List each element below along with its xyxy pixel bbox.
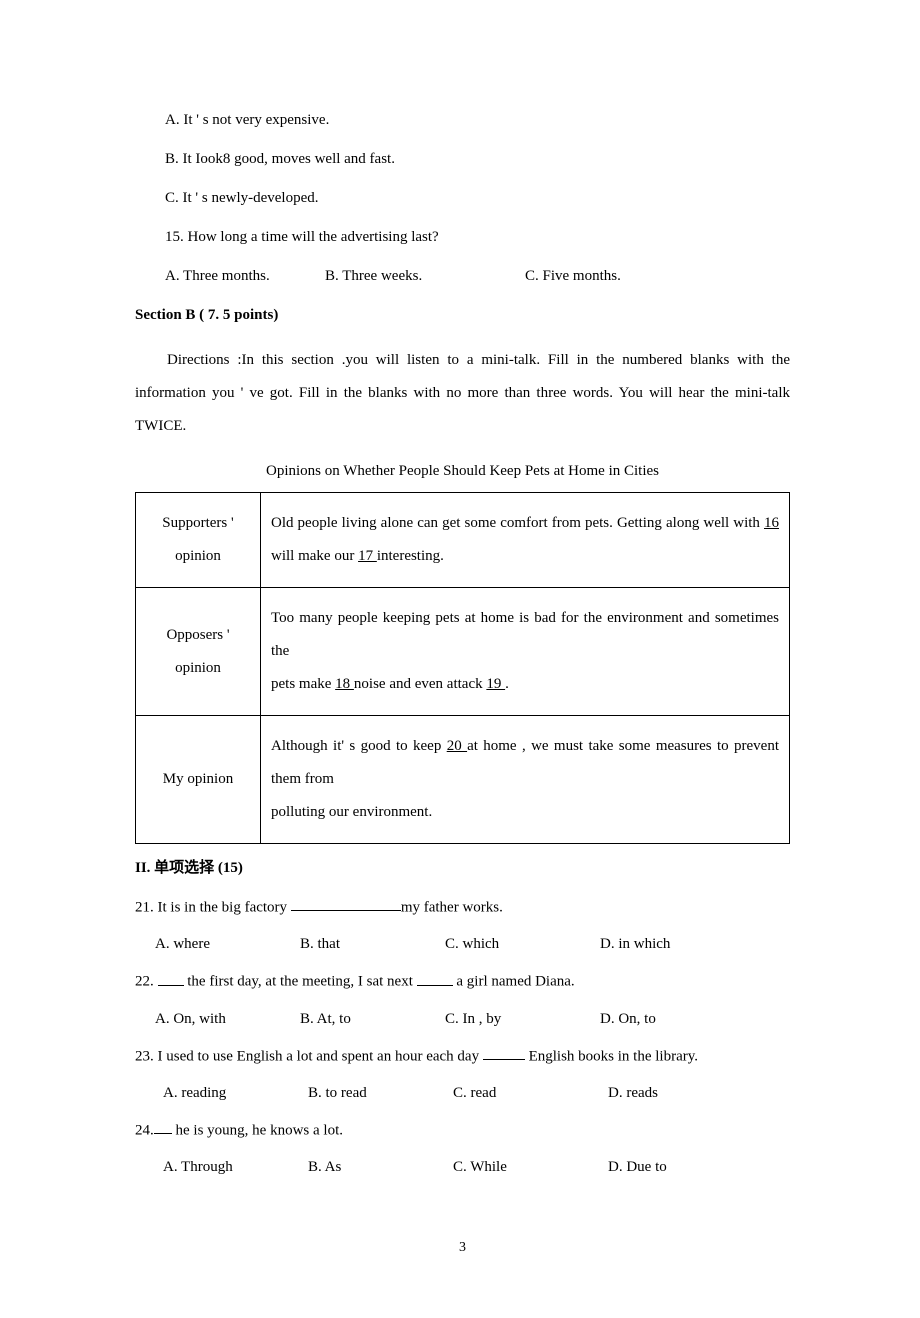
blank [158,971,184,985]
section-ii-head: II. 单项选择 (15) [135,858,790,879]
q21-option-c: C. which [445,934,600,955]
q24-option-d: D. Due to [608,1157,667,1178]
q23-option-a: A. reading [163,1083,308,1104]
q23-options: A. reading B. to read C. read D. reads [135,1083,790,1104]
q24-stem2: he is young, he knows a lot. [172,1122,343,1138]
q22-stem2: the first day, at the meeting, I sat nex… [184,974,417,990]
question-22: 22. the first day, at the meeting, I sat… [135,971,790,1029]
text-segment: interesting. [377,548,444,564]
blank-19: 19 [486,676,505,692]
opposers-content: Too many people keeping pets at home is … [261,588,790,716]
q22-option-c: C. In , by [445,1009,600,1030]
q23-option-d: D. reads [608,1083,658,1104]
q23-stem2: English books in the library. [525,1048,698,1064]
q24-option-c: C. While [453,1157,608,1178]
text-segment: noise and even attack [354,676,486,692]
blank-16: 16 [764,515,779,531]
supporters-label: Supporters 'opinion [136,493,261,588]
text-segment: polluting our environment. [271,804,432,820]
q22-option-d: D. On, to [600,1009,656,1030]
q21-stem: 21. It is in the big factory [135,899,291,915]
blank [417,971,453,985]
question-15: 15. How long a time will the advertising… [135,227,790,248]
text-segment: Although it' s good to keep [271,738,447,754]
q21-options: A. where B. that C. which D. in which [135,934,790,955]
text-segment: Old people living alone can get some com… [271,515,764,531]
q22-option-b: B. At, to [300,1009,445,1030]
section-b-directions: Directions :In this section .you will li… [135,344,790,443]
table-row: Opposers 'opinion Too many people keepin… [136,588,790,716]
choice-a: A. It ' s not very expensive. [135,110,790,131]
my-opinion-label: My opinion [136,716,261,844]
question-21: 21. It is in the big factory my father w… [135,897,790,955]
q23-option-c: C. read [453,1083,608,1104]
text-segment: pets make [271,676,335,692]
q22-options: A. On, with B. At, to C. In , by D. On, … [135,1009,790,1030]
q15-option-c: C. Five months. [525,266,685,287]
supporters-content: Old people living alone can get some com… [261,493,790,588]
q24-options: A. Through B. As C. While D. Due to [135,1157,790,1178]
q23-stem1: 23. I used to use English a lot and spen… [135,1048,483,1064]
blank [291,897,401,911]
table-row: Supporters 'opinion Old people living al… [136,493,790,588]
choice-b: B. It Iook8 good, moves well and fast. [135,149,790,170]
my-opinion-content: Although it' s good to keep 20 at home ,… [261,716,790,844]
label-text: Supporters 'opinion [162,515,233,564]
q21-option-d: D. in which [600,934,670,955]
q22-stem1: 22. [135,974,158,990]
q21-tail: my father works. [401,899,503,915]
question-24: 24. he is young, he knows a lot. A. Thro… [135,1120,790,1178]
table-title: Opinions on Whether People Should Keep P… [135,461,790,482]
question-23: 23. I used to use English a lot and spen… [135,1046,790,1104]
table-row: My opinion Although it' s good to keep 2… [136,716,790,844]
label-text: Opposers 'opinion [166,627,229,676]
q23-option-b: B. to read [308,1083,453,1104]
q22-option-a: A. On, with [155,1009,300,1030]
choice-c: C. It ' s newly-developed. [135,188,790,209]
opinions-table: Supporters 'opinion Old people living al… [135,492,790,844]
blank [483,1046,525,1060]
section-ii: II. 单项选择 (15) 21. It is in the big facto… [135,858,790,1178]
blank-20: 20 [447,738,467,754]
opposers-label: Opposers 'opinion [136,588,261,716]
q24-option-b: B. As [308,1157,453,1178]
q21-option-b: B. that [300,934,445,955]
question-15-options: A. Three months. B. Three weeks. C. Five… [135,266,790,287]
blank [154,1120,172,1134]
q15-option-b: B. Three weeks. [325,266,525,287]
text-segment: will make our [271,548,358,564]
q24-option-a: A. Through [163,1157,308,1178]
q15-option-a: A. Three months. [165,266,325,287]
text-segment: . [505,676,509,692]
blank-17: 17 [358,548,377,564]
blank-18: 18 [335,676,354,692]
q21-option-a: A. where [155,934,300,955]
page-number: 3 [135,1238,790,1258]
text-segment: Too many people keeping pets at home is … [271,610,779,659]
q22-stem3: a girl named Diana. [453,974,575,990]
section-b-title: Section B ( 7. 5 points) [135,305,790,326]
q24-stem1: 24. [135,1122,154,1138]
